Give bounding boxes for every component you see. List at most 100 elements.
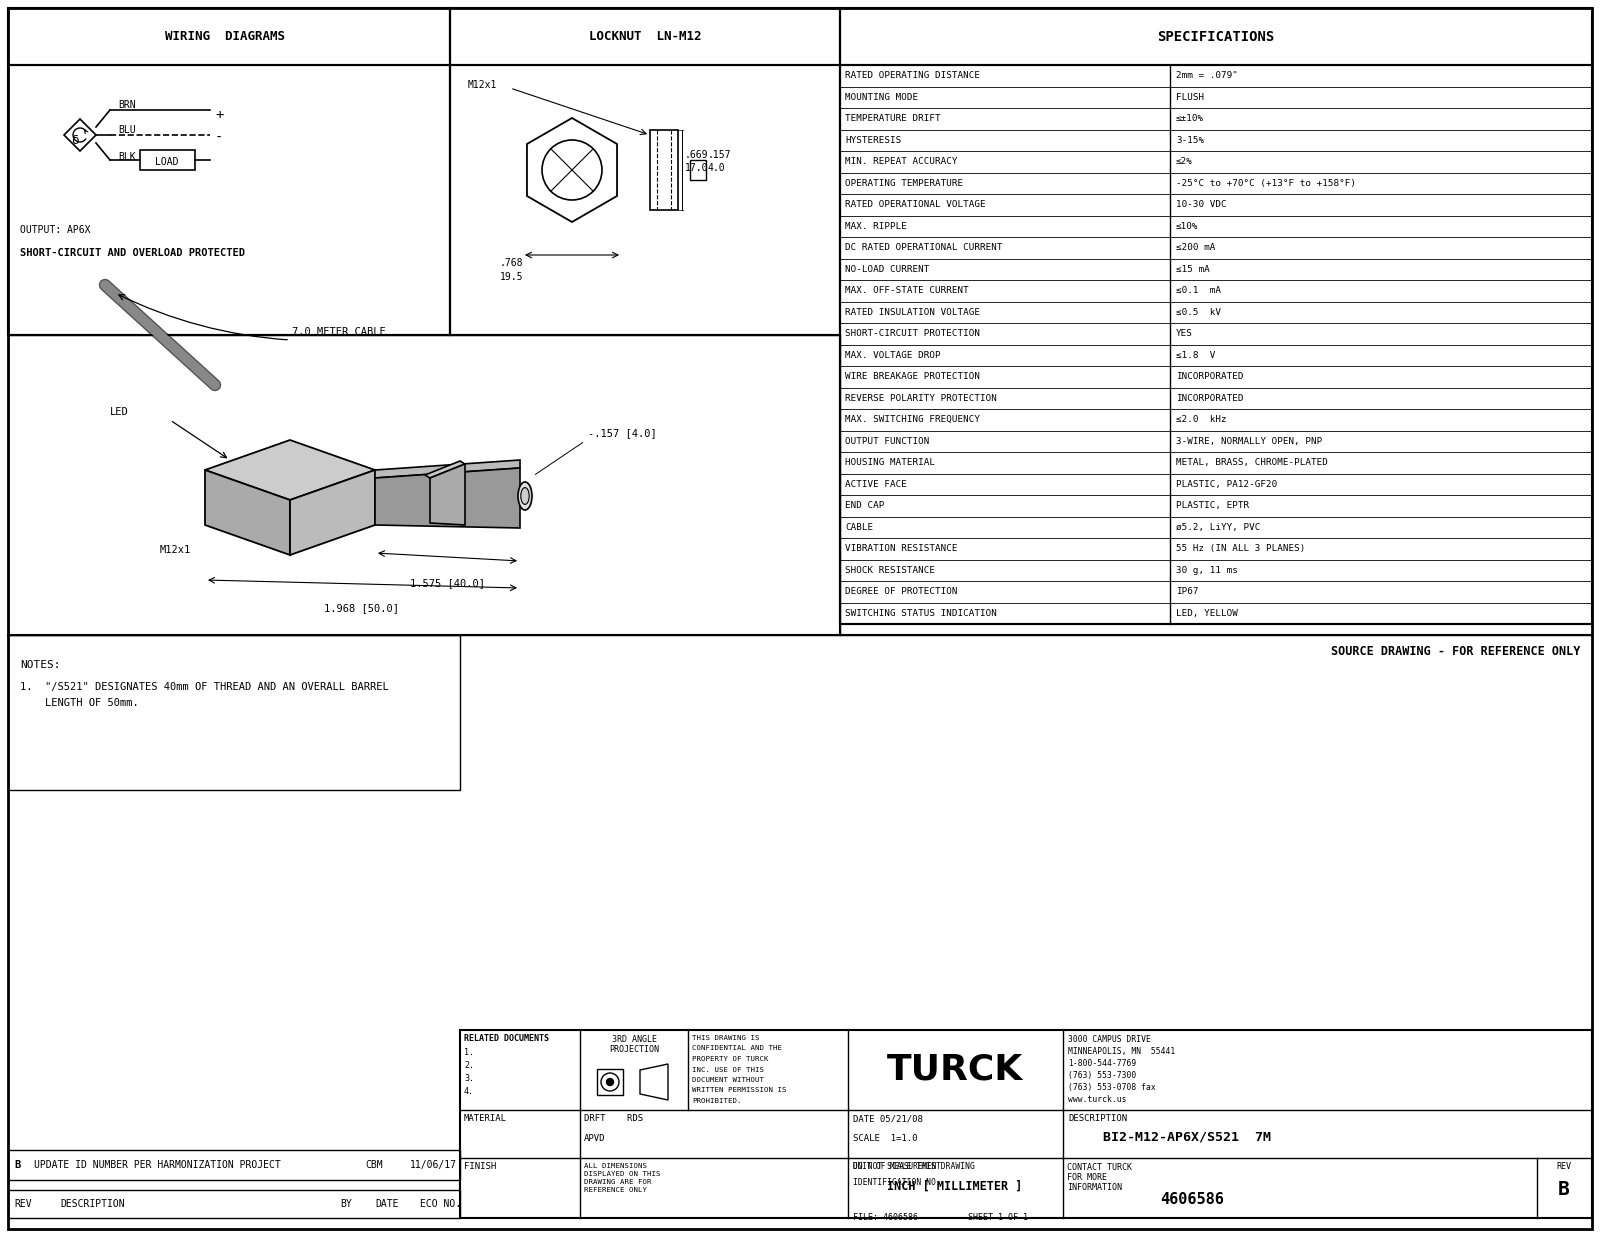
Text: SHOCK RESISTANCE: SHOCK RESISTANCE <box>845 565 934 575</box>
Text: LENGTH OF 50mm.: LENGTH OF 50mm. <box>19 698 139 708</box>
Bar <box>8 335 840 635</box>
Text: WIRE BREAKAGE PROTECTION: WIRE BREAKAGE PROTECTION <box>845 372 979 381</box>
Text: REVERSE POLARITY PROTECTION: REVERSE POLARITY PROTECTION <box>845 393 997 403</box>
Text: -.157 [4.0]: -.157 [4.0] <box>589 428 656 438</box>
Text: BRN: BRN <box>118 100 136 110</box>
Text: SHEET 1 OF 1: SHEET 1 OF 1 <box>968 1213 1027 1222</box>
Bar <box>840 66 1592 623</box>
Text: ≤2%: ≤2% <box>1176 157 1194 166</box>
Text: DESCRIPTION: DESCRIPTION <box>1069 1115 1126 1123</box>
Text: REV: REV <box>1557 1162 1571 1171</box>
Text: 4.: 4. <box>464 1087 474 1096</box>
Text: 3000 CAMPUS DRIVE: 3000 CAMPUS DRIVE <box>1069 1035 1150 1044</box>
Bar <box>840 7 1592 66</box>
Text: 19.5: 19.5 <box>499 272 523 282</box>
Text: METAL, BRASS, CHROME-PLATED: METAL, BRASS, CHROME-PLATED <box>1176 458 1328 468</box>
Text: VIBRATION RESISTANCE: VIBRATION RESISTANCE <box>845 544 957 553</box>
Text: B: B <box>1558 1180 1570 1199</box>
Text: 55 Hz (IN ALL 3 PLANES): 55 Hz (IN ALL 3 PLANES) <box>1176 544 1306 553</box>
Text: OUTPUT: AP6X: OUTPUT: AP6X <box>19 225 91 235</box>
Text: 10-30 VDC: 10-30 VDC <box>1176 200 1227 209</box>
Text: BLU: BLU <box>118 125 136 135</box>
Text: DRAWING ARE FOR: DRAWING ARE FOR <box>584 1179 651 1185</box>
Text: +: + <box>214 108 224 122</box>
Text: OUTPUT FUNCTION: OUTPUT FUNCTION <box>845 437 930 445</box>
Text: ACTIVE FACE: ACTIVE FACE <box>845 480 907 489</box>
Text: INCH [ MILLIMETER ]: INCH [ MILLIMETER ] <box>888 1180 1022 1192</box>
Text: 2mm = .079": 2mm = .079" <box>1176 72 1238 80</box>
Text: FINISH: FINISH <box>464 1162 496 1171</box>
Text: MIN. REPEAT ACCURACY: MIN. REPEAT ACCURACY <box>845 157 957 166</box>
Text: THIS DRAWING IS: THIS DRAWING IS <box>691 1035 760 1042</box>
Text: INFORMATION: INFORMATION <box>1067 1183 1122 1192</box>
Text: LOAD: LOAD <box>155 157 179 167</box>
Text: RATED INSULATION VOLTAGE: RATED INSULATION VOLTAGE <box>845 308 979 317</box>
Text: SCALE  1=1.0: SCALE 1=1.0 <box>853 1134 917 1143</box>
Text: 3.: 3. <box>464 1074 474 1084</box>
Text: CONFIDENTIAL AND THE: CONFIDENTIAL AND THE <box>691 1045 782 1051</box>
Bar <box>141 150 195 169</box>
Text: FLUSH: FLUSH <box>1176 93 1205 101</box>
Text: ≤2.0  kHz: ≤2.0 kHz <box>1176 416 1227 424</box>
Polygon shape <box>64 119 96 151</box>
Text: MINNEAPOLIS, MN  55441: MINNEAPOLIS, MN 55441 <box>1069 1047 1176 1056</box>
Text: 30 g, 11 ms: 30 g, 11 ms <box>1176 565 1238 575</box>
Text: LED: LED <box>110 407 128 417</box>
Bar <box>650 130 678 210</box>
Text: www.turck.us: www.turck.us <box>1069 1095 1126 1103</box>
Bar <box>450 66 840 335</box>
Text: ≤15 mA: ≤15 mA <box>1176 265 1210 273</box>
Bar <box>690 160 706 181</box>
Text: IDENTIFICATION NO.: IDENTIFICATION NO. <box>853 1178 941 1188</box>
Polygon shape <box>430 464 466 524</box>
Bar <box>450 7 840 66</box>
Text: DATE 05/21/08: DATE 05/21/08 <box>853 1115 923 1123</box>
Text: δ: δ <box>72 134 78 146</box>
Text: FILE: 4606586: FILE: 4606586 <box>853 1213 918 1222</box>
Text: ≤0.5  kV: ≤0.5 kV <box>1176 308 1221 317</box>
Text: BLK: BLK <box>118 152 136 162</box>
Text: -: - <box>214 131 224 145</box>
Text: 4.0: 4.0 <box>707 163 726 173</box>
Text: ≤200 mA: ≤200 mA <box>1176 244 1216 252</box>
Text: DRFT    RDS: DRFT RDS <box>584 1115 643 1123</box>
Text: ECO NO.: ECO NO. <box>419 1199 461 1209</box>
Text: DOCUMENT WITHOUT: DOCUMENT WITHOUT <box>691 1077 765 1084</box>
Polygon shape <box>374 468 520 528</box>
Text: LED, YELLOW: LED, YELLOW <box>1176 609 1238 617</box>
Text: BI2-M12-AP6X/S521  7M: BI2-M12-AP6X/S521 7M <box>1102 1131 1270 1143</box>
Text: INCORPORATED: INCORPORATED <box>1176 393 1243 403</box>
Text: TURCK: TURCK <box>886 1053 1022 1087</box>
Text: 17.0: 17.0 <box>685 163 709 173</box>
Text: 1.575 [40.0]: 1.575 [40.0] <box>410 578 485 588</box>
Polygon shape <box>205 440 374 500</box>
Text: ≤10%: ≤10% <box>1176 221 1198 231</box>
Text: PROJECTION: PROJECTION <box>610 1045 659 1054</box>
Text: CBM: CBM <box>365 1160 382 1170</box>
Text: LOCKNUT  LN-M12: LOCKNUT LN-M12 <box>589 31 701 43</box>
Text: PLASTIC, PA12-GF20: PLASTIC, PA12-GF20 <box>1176 480 1277 489</box>
Text: BY: BY <box>339 1199 352 1209</box>
Text: (763) 553-7300: (763) 553-7300 <box>1069 1071 1136 1080</box>
Text: 1.  "/S521" DESIGNATES 40mm OF THREAD AND AN OVERALL BARREL: 1. "/S521" DESIGNATES 40mm OF THREAD AND… <box>19 682 389 691</box>
Text: 3-WIRE, NORMALLY OPEN, PNP: 3-WIRE, NORMALLY OPEN, PNP <box>1176 437 1322 445</box>
Text: SPECIFICATIONS: SPECIFICATIONS <box>1157 30 1275 45</box>
Text: RATED OPERATING DISTANCE: RATED OPERATING DISTANCE <box>845 72 979 80</box>
Text: INCORPORATED: INCORPORATED <box>1176 372 1243 381</box>
Text: CABLE: CABLE <box>845 523 874 532</box>
Text: DATE: DATE <box>374 1199 398 1209</box>
Text: -25°C to +70°C (+13°F to +158°F): -25°C to +70°C (+13°F to +158°F) <box>1176 179 1357 188</box>
Text: REV: REV <box>14 1199 32 1209</box>
Text: DESCRIPTION: DESCRIPTION <box>61 1199 125 1209</box>
Bar <box>8 66 450 335</box>
Text: PROPERTY OF TURCK: PROPERTY OF TURCK <box>691 1056 768 1063</box>
Text: DISPLAYED ON THIS: DISPLAYED ON THIS <box>584 1171 661 1176</box>
Bar <box>8 7 450 66</box>
Text: RATED OPERATIONAL VOLTAGE: RATED OPERATIONAL VOLTAGE <box>845 200 986 209</box>
Text: FOR MORE: FOR MORE <box>1067 1173 1107 1183</box>
Text: ALL DIMENSIONS: ALL DIMENSIONS <box>584 1163 646 1169</box>
Text: .669: .669 <box>685 150 709 160</box>
Text: HOUSING MATERIAL: HOUSING MATERIAL <box>845 458 934 468</box>
Bar <box>8 1150 461 1180</box>
Text: 11/06/17: 11/06/17 <box>410 1160 458 1170</box>
